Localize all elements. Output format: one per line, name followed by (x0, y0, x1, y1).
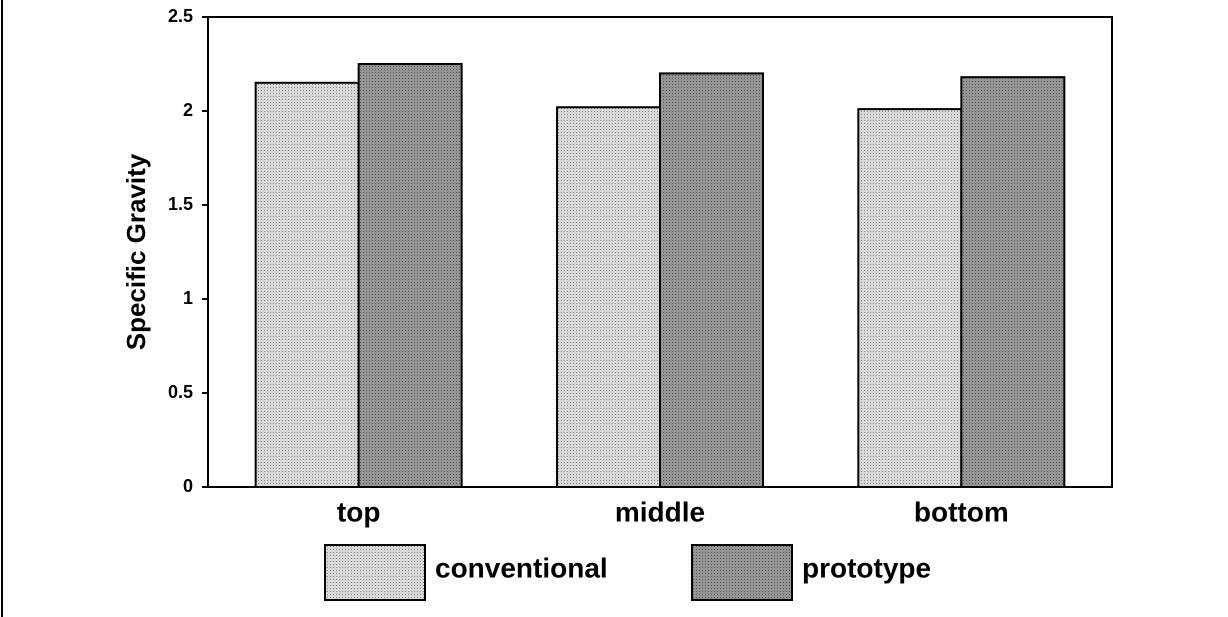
bar (254, 81, 360, 489)
legend-swatch (691, 544, 793, 601)
legend-label: prototype (802, 552, 931, 583)
y-tick-label: 0.5 (168, 382, 193, 402)
y-axis-label: Specific Gravity (121, 153, 151, 350)
bar (556, 106, 661, 489)
legend-swatch (324, 544, 426, 601)
y-tick-label: 1 (183, 288, 193, 308)
legend-label: conventional (435, 552, 608, 583)
bar (659, 72, 764, 489)
bar (357, 63, 463, 488)
y-tick-label: 1.5 (168, 194, 193, 214)
bar (857, 108, 963, 489)
x-tick-label: middle (615, 496, 705, 527)
bar (960, 76, 1066, 488)
y-tick-label: 2 (183, 100, 193, 120)
x-tick-label: top (337, 496, 381, 527)
y-tick-label: 2.5 (168, 6, 193, 26)
x-tick-label: bottom (914, 496, 1009, 527)
y-tick-label: 0 (183, 476, 193, 496)
